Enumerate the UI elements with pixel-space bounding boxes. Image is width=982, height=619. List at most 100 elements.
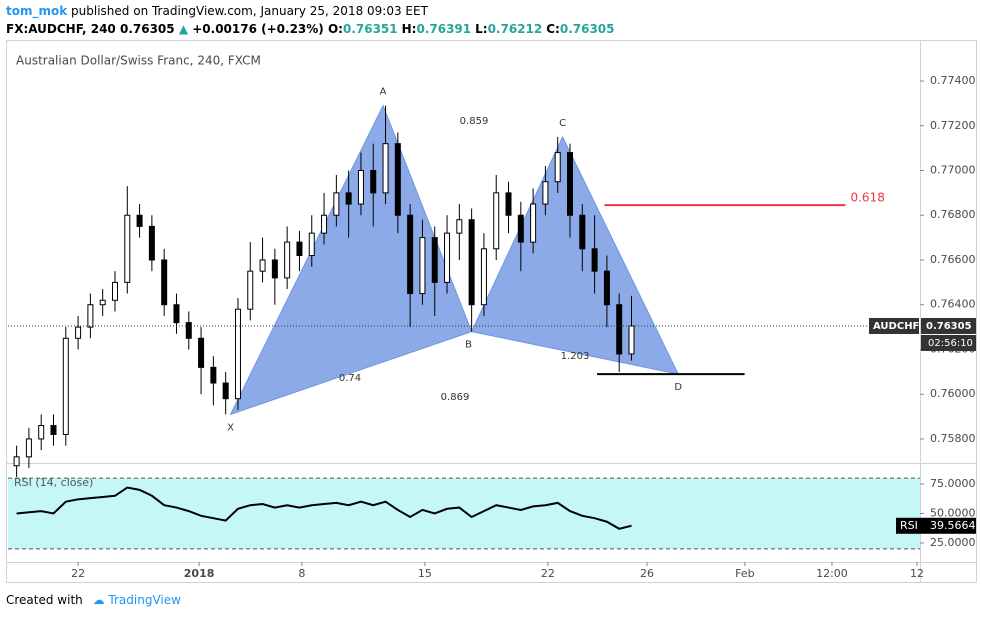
last: 0.76305: [119, 22, 175, 36]
ohlc-value: 0.76305: [559, 22, 615, 36]
candle-body: [198, 337, 205, 368]
x-tick-label: 12: [910, 567, 924, 580]
candle-body: [554, 152, 561, 183]
candle-body: [407, 214, 414, 295]
pattern-point-label: A: [380, 87, 387, 98]
change: +0.00176 (+0.23%): [192, 22, 324, 36]
price-tag-symbol: AUDCHF: [873, 321, 919, 332]
header-quote: FX:AUDCHF, 240 0.76305 ▲ +0.00176 (+0.23…: [6, 22, 619, 36]
rsi-tag-label: RSI: [900, 519, 918, 532]
candle-body: [542, 181, 549, 205]
candle-body: [75, 326, 82, 339]
candle-body: [505, 192, 512, 216]
rsi-tag-bg: [896, 517, 976, 534]
brand-name[interactable]: TradingView: [108, 593, 181, 607]
candle-body: [185, 322, 192, 339]
candle-body: [493, 192, 500, 250]
ohlc-value: 0.76391: [416, 22, 472, 36]
y-tick-label: 0.77200: [930, 119, 976, 132]
pattern-triangle: [229, 104, 473, 416]
candle-body: [517, 214, 524, 243]
countdown-bg: [921, 334, 976, 351]
chart-title: Australian Dollar/Swiss Franc, 240, FXCM: [16, 54, 261, 68]
x-tick-label: 26: [640, 567, 654, 580]
pattern-point-label: B: [465, 340, 472, 351]
candle-body: [567, 152, 574, 216]
price-tag-symbol-bg: [869, 317, 919, 334]
candle-body: [468, 219, 475, 306]
candle-body: [222, 382, 229, 400]
candle-body: [431, 237, 438, 283]
y-tick-label: 0.75800: [930, 432, 976, 445]
pattern-ratio: 0.74: [339, 373, 361, 384]
x-tick-label: 22: [71, 567, 85, 580]
pattern-ratio: 1.203: [561, 351, 590, 362]
frame: [6, 40, 977, 583]
candle-body: [136, 214, 143, 227]
candle-body: [161, 259, 168, 306]
candle-body: [99, 299, 106, 306]
header-line: tom_mok published on TradingView.com, Ja…: [6, 4, 428, 18]
y-tick-label: 0.77000: [930, 164, 976, 177]
candle-body: [124, 214, 131, 283]
candle-body: [444, 232, 451, 283]
ohlc-key: L:: [475, 22, 488, 36]
candle-body: [394, 143, 401, 216]
candle-body: [259, 259, 266, 272]
pattern-triangle: [470, 135, 680, 375]
rsi-title: RSI (14, close): [14, 476, 93, 489]
ohlc-value: 0.76351: [342, 22, 398, 36]
ohlc-key: H:: [401, 22, 417, 36]
y-tick-label: 0.76800: [930, 208, 976, 221]
footer: Created with ☁ TradingView: [6, 593, 181, 607]
candle-body: [271, 259, 278, 279]
candle-body: [603, 270, 610, 306]
candle-body: [13, 456, 20, 467]
candle-body: [111, 281, 118, 301]
candle-body: [591, 248, 598, 272]
rsi-line: [16, 486, 632, 530]
pattern-ratio: 0.859: [460, 116, 489, 127]
candle-body: [530, 203, 537, 243]
rsi-tick-label: 25.0000: [930, 536, 976, 549]
x-tick-label: 12:00: [816, 567, 848, 580]
candle-body: [308, 232, 315, 257]
candle-body: [382, 143, 389, 194]
user[interactable]: tom_mok: [6, 4, 68, 18]
candle-body: [456, 219, 463, 234]
rsi-tag-value: 39.5664: [930, 519, 976, 532]
candle-body: [173, 304, 180, 324]
candle-body: [25, 438, 32, 458]
candle-body: [87, 304, 94, 328]
brand[interactable]: ☁ TradingView: [92, 593, 181, 607]
candle-body: [579, 214, 586, 250]
y-tick-label: 0.77400: [930, 74, 976, 87]
x-tick-label: 22: [541, 567, 555, 580]
rsi-tick-label: 50.0000: [930, 506, 976, 519]
y-tick-label: 0.76400: [930, 298, 976, 311]
x-tick-label: Feb: [735, 567, 754, 580]
candle-body: [419, 237, 426, 295]
ohlc-key: O:: [327, 22, 343, 36]
candle-body: [247, 270, 254, 310]
candle-body: [234, 308, 241, 400]
ohlc: O:0.76351 H:0.76391 L:0.76212 C:0.76305: [328, 22, 619, 36]
price-tag-bg: [921, 317, 976, 334]
candle-body: [321, 214, 328, 234]
x-tick-label: 15: [418, 567, 432, 580]
rsi-band: [8, 478, 920, 549]
ohlc-value: 0.76212: [487, 22, 543, 36]
arrow: ▲: [178, 22, 189, 36]
rsi-tick-label: 75.0000: [930, 477, 976, 490]
candle-body: [50, 425, 57, 435]
pattern-point-label: X: [227, 422, 234, 433]
candle-body: [296, 241, 303, 257]
footer-text: Created with: [6, 593, 83, 607]
candle-body: [480, 248, 487, 306]
ohlc-key: C:: [546, 22, 560, 36]
candle-body: [38, 425, 45, 440]
candle-body: [333, 192, 340, 216]
candle-body: [628, 325, 635, 355]
candle-body: [62, 337, 69, 435]
level-label: 0.618: [850, 191, 884, 205]
